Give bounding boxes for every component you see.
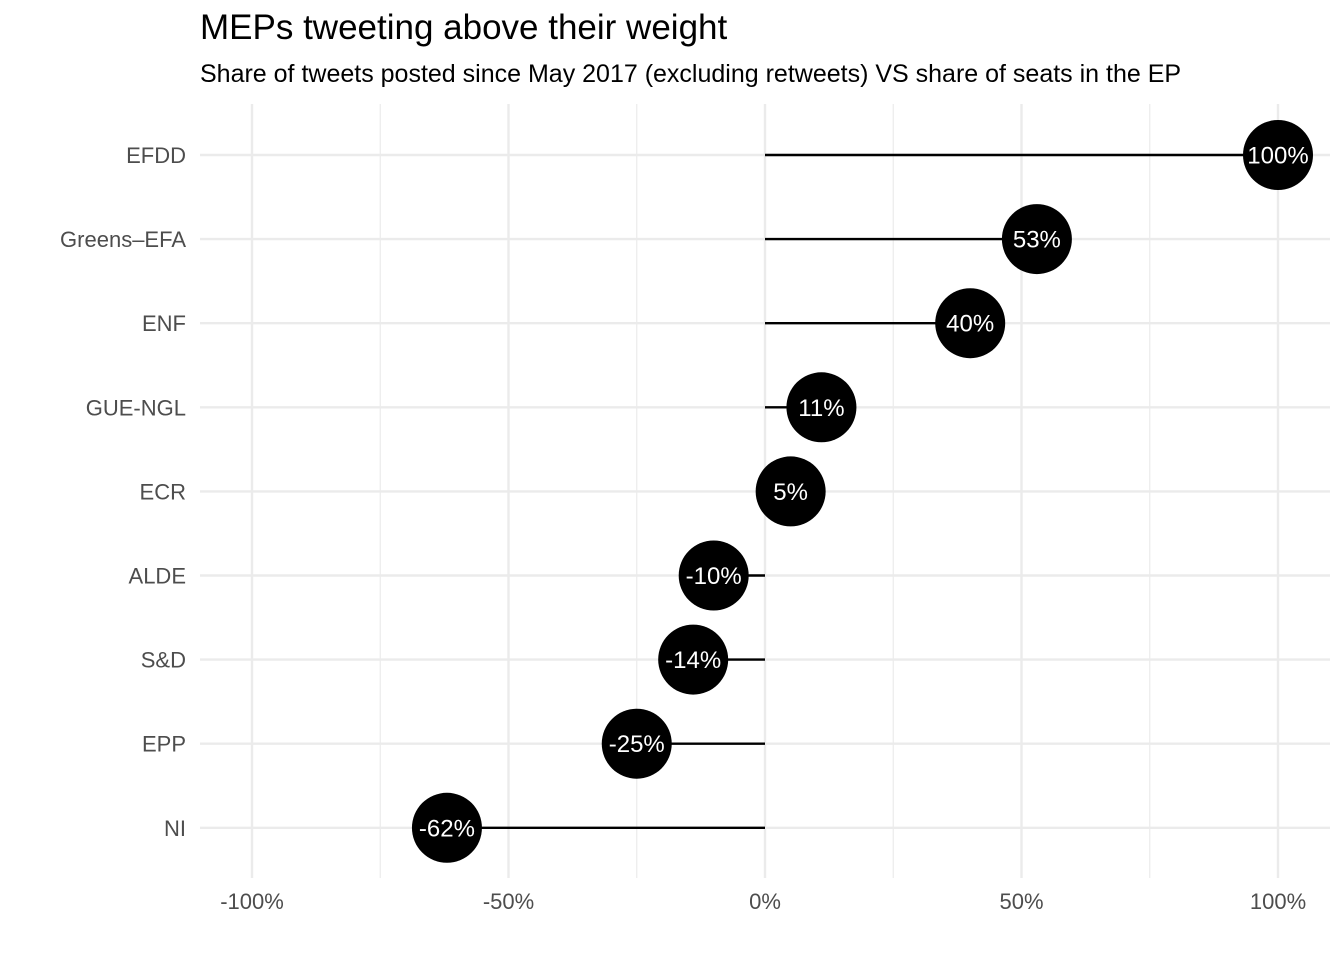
y-tick-label: NI <box>164 816 186 841</box>
point-value-label: 5% <box>773 479 808 506</box>
y-tick-label: ALDE <box>129 564 186 589</box>
lollipop-point <box>786 372 857 443</box>
y-tick-label: S&D <box>141 648 186 673</box>
points-layer: 100% 53% 40% 11% 5% -10% -14% -25% -62% <box>411 120 1313 863</box>
chart-subtitle: Share of tweets posted since May 2017 (e… <box>200 60 1182 88</box>
lollipop-point <box>601 708 672 779</box>
y-axis-labels: EFDD Greens–EFA ENF GUE-NGL ECR ALDE S&D EPP NI <box>60 143 186 841</box>
stems-layer <box>446 153 1278 829</box>
y-tick-label: EFDD <box>126 143 186 168</box>
lollipop-point <box>755 456 826 527</box>
lollipop-point <box>935 288 1006 359</box>
x-tick-label: 0% <box>749 889 781 914</box>
point-value-label: -25% <box>609 731 665 758</box>
point-value-label: -62% <box>419 815 475 842</box>
y-tick-label: GUE-NGL <box>86 395 186 420</box>
y-tick-label: ECR <box>140 479 186 504</box>
lollipop-point <box>1001 204 1072 275</box>
x-axis-labels: -100% -50% 0% 50% 100% <box>220 889 1306 914</box>
lollipop-point <box>658 624 729 695</box>
x-tick-label: 100% <box>1250 889 1306 914</box>
point-value-label: -14% <box>665 647 721 674</box>
x-tick-label: -50% <box>483 889 534 914</box>
y-tick-label: ENF <box>142 311 186 336</box>
point-value-label: -10% <box>686 563 742 590</box>
y-tick-label: Greens–EFA <box>60 227 186 252</box>
lollipop-point <box>411 792 482 863</box>
lollipop-point <box>1243 120 1313 190</box>
chart-title: MEPs tweeting above their weight <box>200 8 728 47</box>
point-value-label: 53% <box>1013 227 1061 254</box>
point-value-label: 11% <box>798 395 844 422</box>
point-value-label: 100% <box>1247 143 1308 170</box>
x-tick-label: 50% <box>999 889 1043 914</box>
lollipop-point <box>678 540 749 611</box>
point-value-label: 40% <box>946 311 994 338</box>
x-tick-label: -100% <box>220 889 284 914</box>
y-tick-label: EPP <box>142 732 186 757</box>
